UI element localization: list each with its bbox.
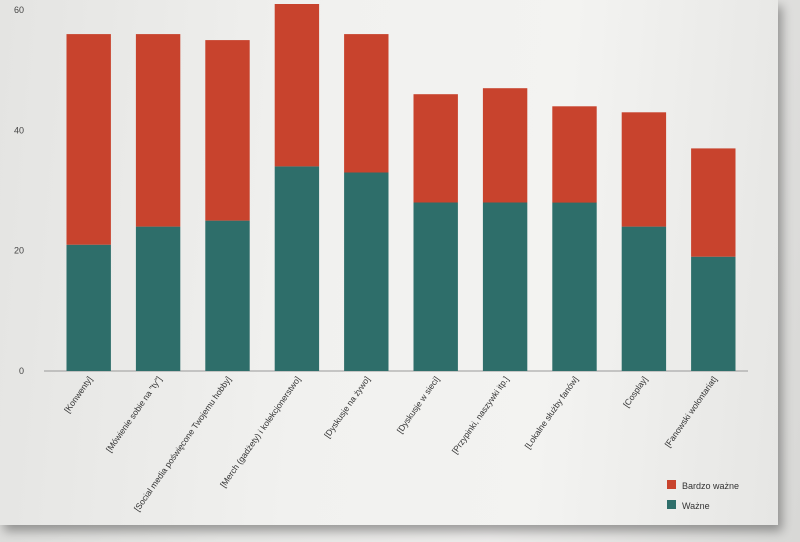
legend-swatch-bardzo-wazne	[667, 480, 676, 489]
bar-segment-wazne	[274, 166, 320, 371]
labels-layer: [Konwenty] [Mówienie sobie na "ty"][Socia…	[62, 374, 719, 513]
bar-segment-bardzo-wazne	[691, 148, 736, 257]
y-tick-label: 40	[14, 125, 24, 135]
x-category-label: [Przypinki, naszywki itp.]	[450, 374, 511, 455]
bar-segment-bardzo-wazne	[344, 34, 389, 173]
bar-segment-wazne	[135, 226, 181, 371]
bar-segment-wazne	[552, 202, 597, 371]
bar-segment-wazne	[482, 202, 528, 371]
bar-segment-bardzo-wazne	[135, 34, 181, 227]
y-tick-label: 20	[14, 246, 24, 256]
bar-segment-wazne	[66, 244, 111, 371]
legend-swatch-wazne	[667, 500, 676, 509]
x-category-label: [Konwenty]	[62, 374, 94, 414]
bar-segment-bardzo-wazne	[274, 4, 320, 167]
x-category-label: [Mówienie sobie na "ty"]	[104, 374, 164, 454]
bars-layer	[66, 4, 736, 371]
bar-segment-bardzo-wazne	[482, 88, 528, 203]
bar-segment-wazne	[691, 256, 736, 371]
bar-segment-bardzo-wazne	[413, 94, 458, 203]
x-category-label: [Lokalne służby fanów]	[523, 374, 581, 450]
x-category-label: [Fanowski wolontariat]	[663, 374, 719, 449]
bar-segment-wazne	[413, 202, 458, 371]
bar-segment-bardzo-wazne	[205, 40, 250, 221]
x-category-label: [Dyskusje w sieci]	[395, 374, 442, 435]
x-category-label: [Cosplay]	[621, 374, 650, 409]
legend-label-wazne: Ważne	[682, 501, 710, 511]
bar-segment-wazne	[205, 220, 250, 371]
legend-label-bardzo-wazne: Bardzo ważne	[682, 481, 739, 491]
bar-segment-bardzo-wazne	[552, 106, 597, 203]
bar-segment-bardzo-wazne	[621, 112, 667, 227]
bar-segment-wazne	[621, 226, 667, 371]
y-tick-label: 60	[14, 5, 24, 15]
legend: Bardzo ważne Ważne	[667, 480, 739, 511]
x-category-label: [Dyskusje na żywo]	[322, 374, 372, 439]
bar-segment-wazne	[344, 172, 389, 371]
x-category-label: [Merch (gadżety) i kolekcjonerstwo]	[218, 374, 303, 489]
y-tick-label: 0	[19, 366, 24, 376]
bar-segment-bardzo-wazne	[66, 34, 111, 245]
